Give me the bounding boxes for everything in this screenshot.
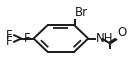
Text: F: F bbox=[24, 32, 31, 45]
Text: NH: NH bbox=[96, 32, 114, 45]
Text: F: F bbox=[6, 35, 13, 48]
Text: O: O bbox=[118, 26, 127, 39]
Text: Br: Br bbox=[75, 6, 88, 19]
Text: F: F bbox=[6, 29, 13, 42]
